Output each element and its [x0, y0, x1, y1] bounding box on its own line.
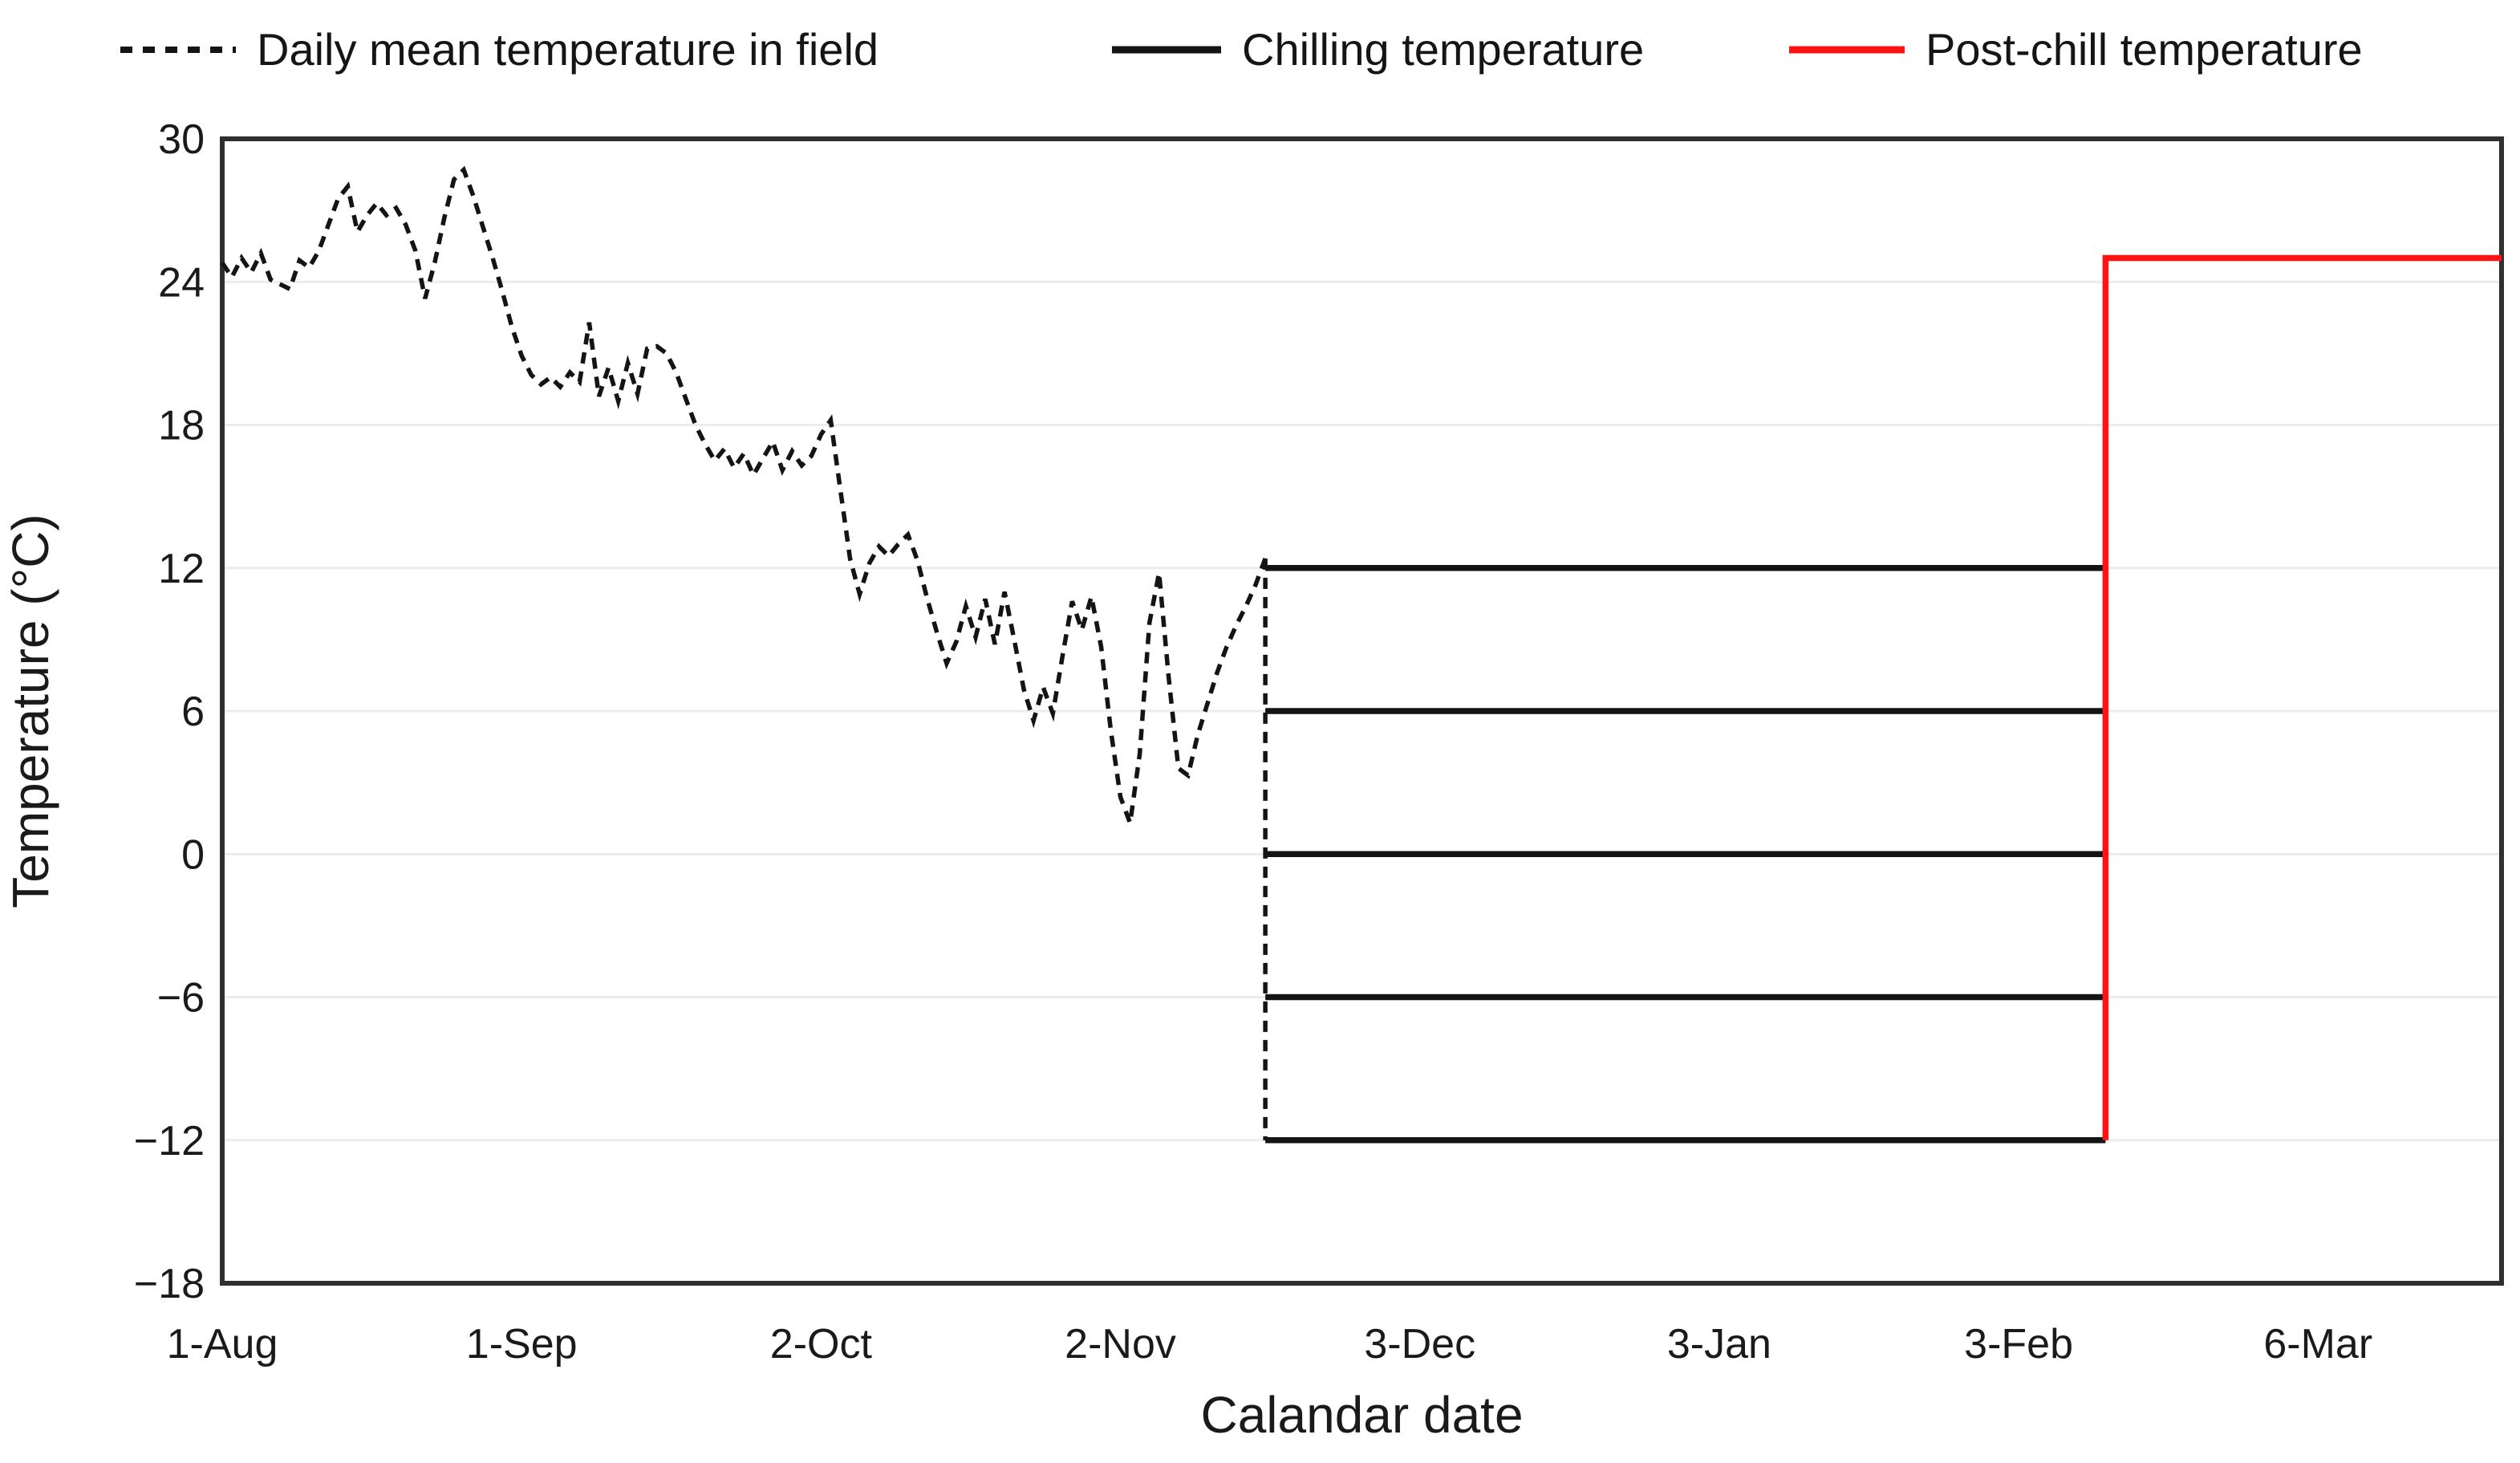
- x-tick-label: 1-Aug: [167, 1321, 278, 1367]
- legend: Daily mean temperature in field Chilling…: [0, 18, 2520, 82]
- y-axis-tick-labels: 30 24 18 12 6 0 −6 −12 −18: [134, 116, 205, 1307]
- x-axis-title: Calandar date: [1200, 1386, 1523, 1444]
- x-tick-label: 2-Nov: [1065, 1321, 1176, 1367]
- legend-item-daily-mean: Daily mean temperature in field: [119, 18, 879, 82]
- y-tick-label: 18: [158, 403, 205, 449]
- y-tick-label: 12: [158, 546, 205, 592]
- y-tick-label: −18: [134, 1261, 205, 1307]
- chilling-temperature-lines: [1265, 565, 2106, 1144]
- y-tick-label: 30: [158, 116, 205, 163]
- red-line-swatch: [1789, 46, 1905, 54]
- legend-label-daily-mean: Daily mean temperature in field: [257, 24, 879, 75]
- solid-line-swatch: [1112, 46, 1221, 54]
- y-tick-label: −6: [157, 975, 205, 1022]
- y-tick-label: 6: [181, 689, 205, 735]
- x-axis-tick-labels: 1-Aug 1-Sep 2-Oct 2-Nov 3-Dec 3-Jan 3-Feb 6-Mar: [167, 1321, 2373, 1367]
- x-tick-label: 1-Sep: [466, 1321, 578, 1367]
- x-tick-label: 3-Feb: [1964, 1321, 2073, 1367]
- y-axis-title: Temperature (°C): [2, 514, 59, 908]
- x-tick-label: 2-Oct: [770, 1321, 873, 1367]
- legend-item-chilling: Chilling temperature: [1110, 18, 1644, 82]
- x-tick-label: 3-Dec: [1364, 1321, 1475, 1367]
- y-tick-label: 24: [158, 259, 205, 306]
- post-chill-temperature-line: [2102, 254, 2502, 1140]
- dashed-line-swatch: [120, 47, 236, 53]
- y-tick-label: 0: [181, 831, 205, 878]
- y-tick-label: −12: [134, 1118, 205, 1164]
- legend-label-chilling: Chilling temperature: [1242, 24, 1645, 75]
- x-tick-label: 3-Jan: [1667, 1321, 1771, 1367]
- legend-item-post-chill: Post-chill temperature: [1788, 18, 2363, 82]
- plot-border: [220, 136, 2504, 1286]
- legend-label-post-chill: Post-chill temperature: [1926, 24, 2363, 75]
- x-tick-label: 6-Mar: [2263, 1321, 2372, 1367]
- daily-mean-series-line: [220, 165, 1268, 824]
